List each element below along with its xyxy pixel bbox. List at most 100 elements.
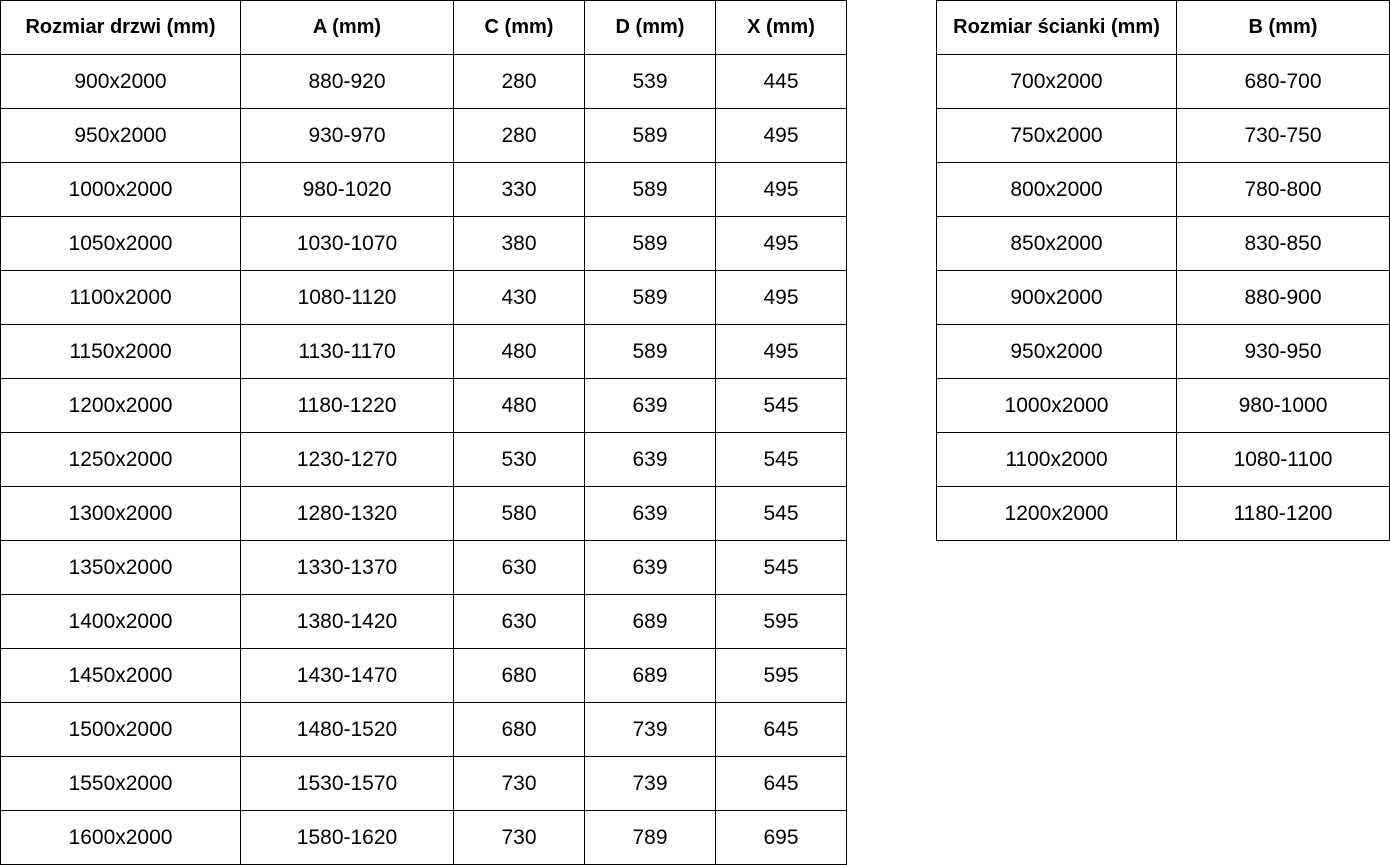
table-cell: 639 xyxy=(584,378,716,433)
table-cell: 595 xyxy=(715,648,847,703)
table-cell: 495 xyxy=(715,324,847,379)
table-cell: 1130-1170 xyxy=(240,324,454,379)
table-cell: 1430-1470 xyxy=(240,648,454,703)
table-cell: 495 xyxy=(715,162,847,217)
table-cell: 739 xyxy=(584,702,716,757)
table-cell: 680 xyxy=(453,702,585,757)
table-cell: 730 xyxy=(453,810,585,865)
table-cell: 1450x2000 xyxy=(0,648,241,703)
table-cell: 1000x2000 xyxy=(936,378,1177,433)
table-cell: 545 xyxy=(715,486,847,541)
table-cell: 539 xyxy=(584,54,716,109)
table-cell: 480 xyxy=(453,378,585,433)
table-cell: 880-920 xyxy=(240,54,454,109)
table-cell: 495 xyxy=(715,216,847,271)
table-cell: 930-970 xyxy=(240,108,454,163)
table-cell: 1080-1100 xyxy=(1176,432,1390,487)
table-cell: 545 xyxy=(715,432,847,487)
header-cell: A (mm) xyxy=(240,0,454,55)
table-cell: 1000x2000 xyxy=(0,162,241,217)
table-cell: 830-850 xyxy=(1176,216,1390,271)
table-cell: 589 xyxy=(584,108,716,163)
table-cell: 950x2000 xyxy=(936,324,1177,379)
table-cell: 530 xyxy=(453,432,585,487)
table-cell: 680-700 xyxy=(1176,54,1390,109)
table-cell: 639 xyxy=(584,432,716,487)
table-cell: 1030-1070 xyxy=(240,216,454,271)
table-cell: 1330-1370 xyxy=(240,540,454,595)
table-cell: 800x2000 xyxy=(936,162,1177,217)
table-cell: 1480-1520 xyxy=(240,702,454,757)
table-cell: 1500x2000 xyxy=(0,702,241,757)
table-cell: 589 xyxy=(584,324,716,379)
table-cell: 850x2000 xyxy=(936,216,1177,271)
table-cell: 1580-1620 xyxy=(240,810,454,865)
table-cell: 595 xyxy=(715,594,847,649)
table-cell: 645 xyxy=(715,702,847,757)
table-cell: 695 xyxy=(715,810,847,865)
table-cell: 730 xyxy=(453,756,585,811)
table-cell: 645 xyxy=(715,756,847,811)
table-cell: 750x2000 xyxy=(936,108,1177,163)
table-cell: 1180-1200 xyxy=(1176,486,1390,541)
header-cell: X (mm) xyxy=(715,0,847,55)
table-cell: 1050x2000 xyxy=(0,216,241,271)
table-cell: 280 xyxy=(453,108,585,163)
table-cell: 1200x2000 xyxy=(0,378,241,433)
table-cell: 1530-1570 xyxy=(240,756,454,811)
table-cell: 980-1020 xyxy=(240,162,454,217)
table-cell: 589 xyxy=(584,270,716,325)
table-cell: 1080-1120 xyxy=(240,270,454,325)
table-cell: 639 xyxy=(584,486,716,541)
header-cell: D (mm) xyxy=(584,0,716,55)
header-cell: Rozmiar ścianki (mm) xyxy=(936,0,1177,55)
table-cell: 495 xyxy=(715,270,847,325)
table-cell: 1550x2000 xyxy=(0,756,241,811)
table-cell: 580 xyxy=(453,486,585,541)
table-cell: 900x2000 xyxy=(0,54,241,109)
table-cell: 1300x2000 xyxy=(0,486,241,541)
table-cell: 495 xyxy=(715,108,847,163)
table-cell: 330 xyxy=(453,162,585,217)
table-cell: 739 xyxy=(584,756,716,811)
table-cell: 680 xyxy=(453,648,585,703)
table-cell: 589 xyxy=(584,216,716,271)
table-cell: 545 xyxy=(715,378,847,433)
table-cell: 639 xyxy=(584,540,716,595)
header-cell: Rozmiar drzwi (mm) xyxy=(0,0,241,55)
table-cell: 1250x2000 xyxy=(0,432,241,487)
table-cell: 1380-1420 xyxy=(240,594,454,649)
table-cell: 689 xyxy=(584,594,716,649)
table-cell: 1100x2000 xyxy=(936,432,1177,487)
table-cell: 1200x2000 xyxy=(936,486,1177,541)
table-cell: 430 xyxy=(453,270,585,325)
table-cell: 445 xyxy=(715,54,847,109)
table-cell: 545 xyxy=(715,540,847,595)
table-cell: 1100x2000 xyxy=(0,270,241,325)
table-cell: 950x2000 xyxy=(0,108,241,163)
table-cell: 1150x2000 xyxy=(0,324,241,379)
table-cell: 1230-1270 xyxy=(240,432,454,487)
table-cell: 980-1000 xyxy=(1176,378,1390,433)
table-cell: 880-900 xyxy=(1176,270,1390,325)
table-cell: 1280-1320 xyxy=(240,486,454,541)
table-cell: 380 xyxy=(453,216,585,271)
table-cell: 280 xyxy=(453,54,585,109)
header-cell: C (mm) xyxy=(453,0,585,55)
table-cell: 1600x2000 xyxy=(0,810,241,865)
table-cell: 900x2000 xyxy=(936,270,1177,325)
table-cell: 630 xyxy=(453,594,585,649)
table-cell: 1350x2000 xyxy=(0,540,241,595)
table-cell: 780-800 xyxy=(1176,162,1390,217)
table-cell: 930-950 xyxy=(1176,324,1390,379)
table-cell: 700x2000 xyxy=(936,54,1177,109)
table-cell: 730-750 xyxy=(1176,108,1390,163)
table-cell: 1400x2000 xyxy=(0,594,241,649)
table-cell: 630 xyxy=(453,540,585,595)
table-cell: 789 xyxy=(584,810,716,865)
table-cell: 589 xyxy=(584,162,716,217)
table-cell: 480 xyxy=(453,324,585,379)
table-cell: 689 xyxy=(584,648,716,703)
table-cell: 1180-1220 xyxy=(240,378,454,433)
